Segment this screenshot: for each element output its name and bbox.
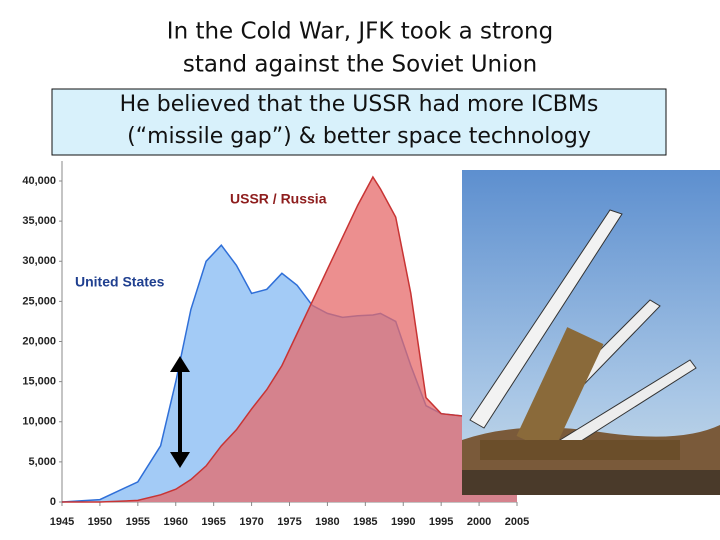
series-label: United States xyxy=(75,274,165,290)
x-tick-label: 2000 xyxy=(467,516,491,528)
x-tick-label: 1960 xyxy=(164,516,188,528)
x-tick-label: 1970 xyxy=(239,516,263,528)
x-tick-label: 1980 xyxy=(315,516,339,528)
x-tick-label: 1990 xyxy=(391,516,415,528)
y-tick-label: 40,000 xyxy=(22,175,56,187)
missile-photo xyxy=(462,170,720,495)
x-tick-label: 1985 xyxy=(353,516,377,528)
x-tick-label: 1955 xyxy=(126,516,150,528)
callout-text: He believed that the USSR had more ICBMs xyxy=(120,92,599,117)
x-tick-label: 1975 xyxy=(277,516,301,528)
y-tick-label: 5,000 xyxy=(28,456,56,468)
x-tick-label: 1945 xyxy=(50,516,74,528)
y-tick-label: 25,000 xyxy=(22,295,56,307)
y-tick-label: 30,000 xyxy=(22,255,56,267)
slide-title: stand against the Soviet Union xyxy=(183,52,537,78)
x-tick-label: 1950 xyxy=(88,516,112,528)
y-tick-label: 35,000 xyxy=(22,215,56,227)
callout-text: (“missile gap”) & better space technolog… xyxy=(127,124,591,149)
y-tick-label: 15,000 xyxy=(22,376,56,388)
y-tick-label: 20,000 xyxy=(22,335,56,347)
double-arrow xyxy=(170,356,190,468)
x-tick-label: 1995 xyxy=(429,516,453,528)
line xyxy=(62,175,518,503)
callout-box xyxy=(51,88,667,156)
chart: 0 5,000 10,000 15,000 20,000 25,000 30,000 35,0… xyxy=(22,161,518,508)
y-tick-label: 10,000 xyxy=(22,416,56,428)
x-tick-label: 2005 xyxy=(505,516,529,528)
slide-title: In the Cold War, JFK took a strong xyxy=(167,19,553,45)
x-tick-label: 1965 xyxy=(201,516,225,528)
y-tick-label: 0 xyxy=(50,496,56,508)
series-label: USSR / Russia xyxy=(230,191,327,207)
